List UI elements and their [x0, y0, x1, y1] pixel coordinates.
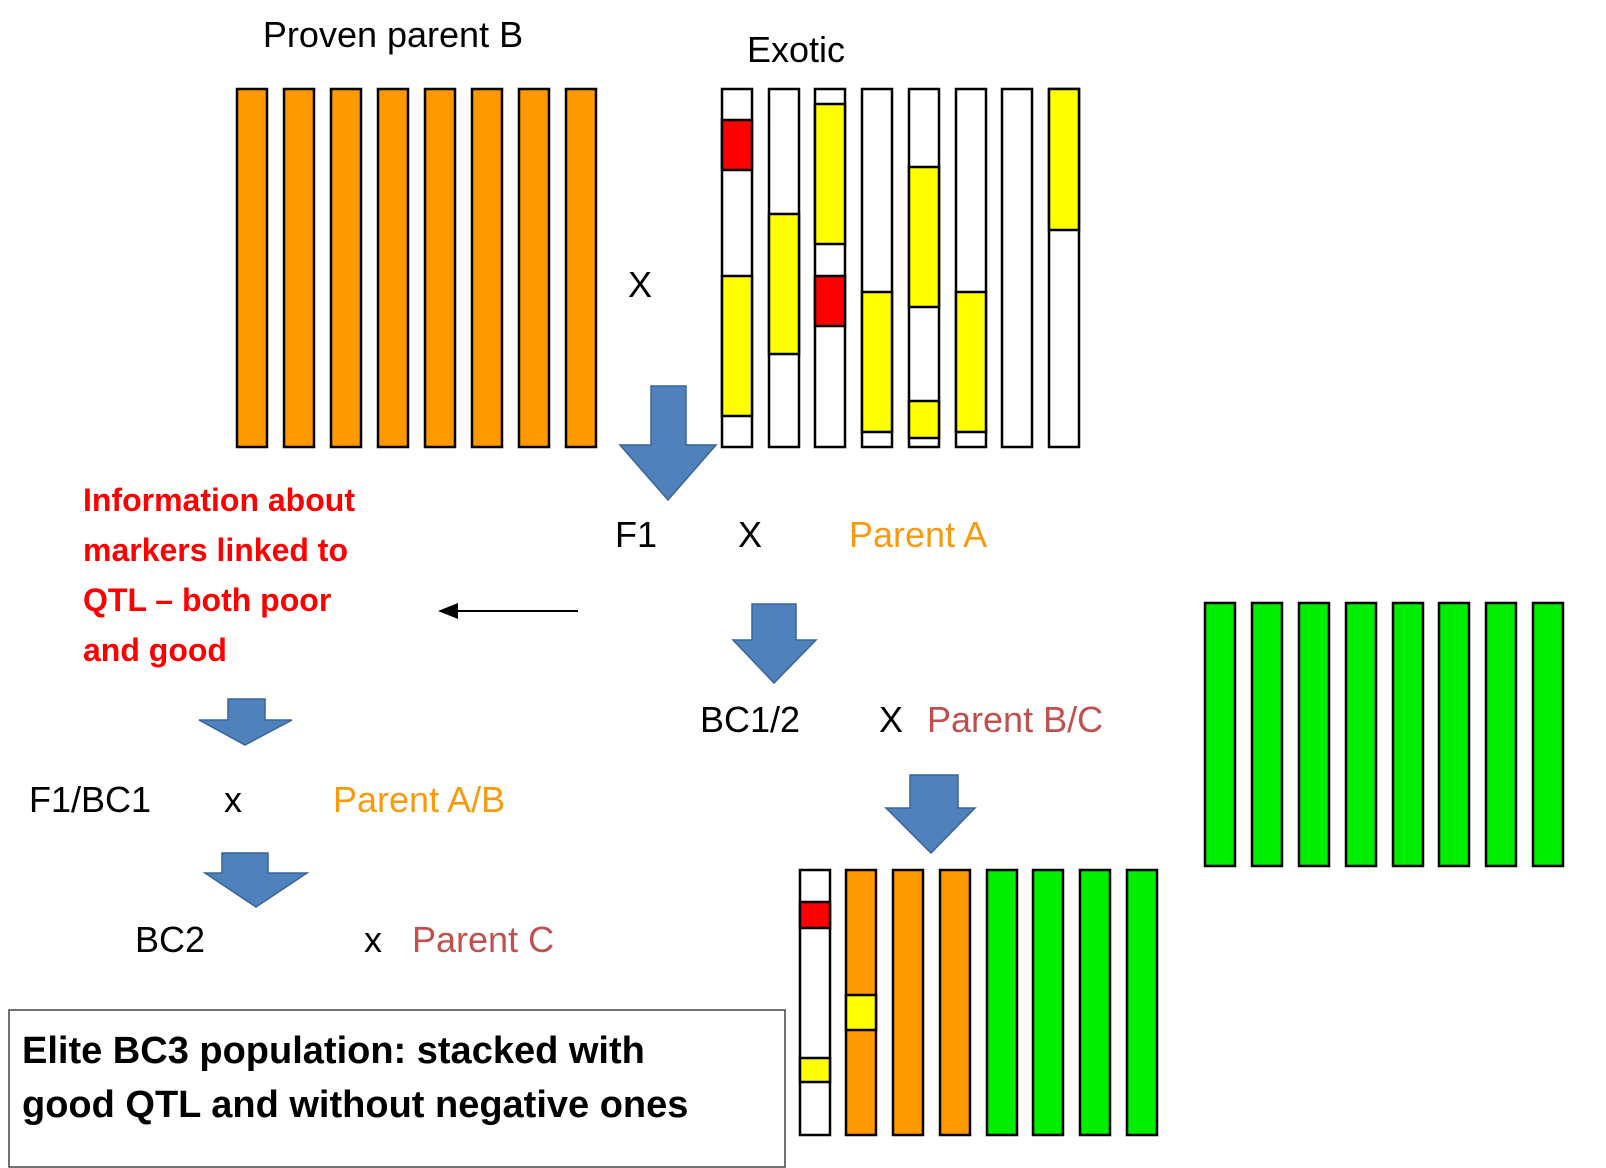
chromosome-segment	[862, 292, 892, 432]
chromosome-segment	[237, 89, 267, 447]
chromosome-segment	[800, 902, 830, 928]
down-arrow	[199, 699, 292, 745]
chromosome-segment	[1346, 603, 1376, 866]
chromosome-segment	[893, 870, 923, 1135]
chromosome-segment	[1205, 603, 1235, 866]
result-line: Elite BC3 population: stacked with	[22, 1030, 645, 1072]
down-arrow	[886, 775, 975, 853]
chromosome-segment	[1080, 870, 1110, 1135]
chromosome-segment	[284, 89, 314, 447]
chromosome-segment	[566, 89, 596, 447]
chromosome-segment	[1033, 870, 1063, 1135]
chromosome-segment	[472, 89, 502, 447]
chromosomes	[237, 89, 1563, 1135]
chromosome-segment	[722, 276, 752, 416]
chromosome-segment	[722, 120, 752, 170]
chromosome-segment	[909, 401, 939, 438]
parent-label: Parent A	[849, 514, 987, 555]
chromosome-segment	[378, 89, 408, 447]
chromosome-segment	[800, 1058, 830, 1082]
chromosome-segment	[1533, 603, 1563, 866]
label: Proven parent B	[263, 14, 523, 55]
chromosome-segment	[1002, 89, 1032, 447]
label: BC1/2	[700, 699, 800, 740]
chromosome-segment	[909, 167, 939, 307]
parent-label: Parent A/B	[333, 779, 505, 820]
chromosome-segment	[331, 89, 361, 447]
cross-sign: X	[879, 699, 903, 740]
chromosome-segment	[1299, 603, 1329, 866]
label: Exotic	[747, 29, 845, 70]
cross-sign: X	[738, 514, 762, 555]
cross-sign: x	[364, 919, 382, 960]
chromosome-segment	[1252, 603, 1282, 866]
chromosome-segment	[956, 292, 986, 432]
chromosome-segment	[815, 104, 845, 244]
result-line: good QTL and without negative ones	[22, 1084, 688, 1126]
chromosome-segment	[519, 89, 549, 447]
chromosome-segment	[1439, 603, 1469, 866]
down-arrow	[733, 604, 816, 683]
cross-sign: X	[628, 264, 652, 305]
note-line: markers linked to	[83, 532, 348, 568]
label: F1/BC1	[29, 779, 151, 820]
chromosome-segment	[940, 870, 970, 1135]
chromosome-segment	[846, 995, 876, 1030]
label: BC2	[135, 919, 205, 960]
chromosome-segment	[769, 214, 799, 354]
parent-label: Parent B/C	[927, 699, 1103, 740]
chromosome-segment	[987, 870, 1017, 1135]
down-arrow	[620, 386, 716, 500]
note-line: and good	[83, 632, 227, 668]
cross-sign: x	[224, 779, 242, 820]
down-arrow	[205, 853, 307, 907]
chromosome-segment	[1049, 89, 1079, 230]
note-line: QTL – both poor	[83, 582, 331, 618]
label: F1	[615, 514, 657, 555]
chromosome-segment	[425, 89, 455, 447]
chromosome-segment	[1127, 870, 1157, 1135]
chromosome-segment	[815, 276, 845, 326]
note-line: Information about	[83, 482, 355, 518]
diagram: Proven parent B Exotic X Information abo…	[0, 0, 1606, 1168]
chromosome-segment	[1486, 603, 1516, 866]
parent-label: Parent C	[412, 919, 554, 960]
chromosome-segment	[1393, 603, 1423, 866]
